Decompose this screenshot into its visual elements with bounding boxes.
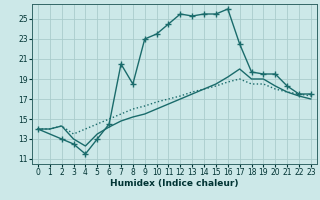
X-axis label: Humidex (Indice chaleur): Humidex (Indice chaleur)	[110, 179, 239, 188]
